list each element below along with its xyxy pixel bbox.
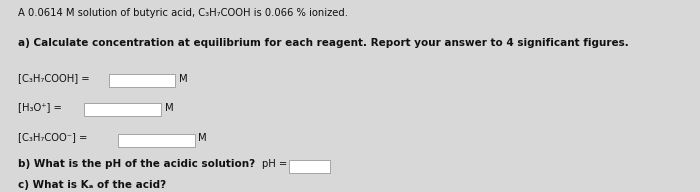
Text: M: M xyxy=(164,103,173,113)
FancyBboxPatch shape xyxy=(108,74,175,87)
Text: [H₃O⁺] =: [H₃O⁺] = xyxy=(18,102,62,112)
Text: b) What is the pH of the acidic solution?: b) What is the pH of the acidic solution… xyxy=(18,159,255,169)
Text: M: M xyxy=(198,133,206,143)
Text: [C₃H₇COOH] =: [C₃H₇COOH] = xyxy=(18,73,90,83)
Text: [C₃H₇COO⁻] =: [C₃H₇COO⁻] = xyxy=(18,132,88,142)
Text: A 0.0614 M solution of butyric acid, C₃H₇COOH is 0.066 % ionized.: A 0.0614 M solution of butyric acid, C₃H… xyxy=(18,8,348,18)
Text: M: M xyxy=(178,74,187,84)
FancyBboxPatch shape xyxy=(118,134,195,147)
Text: c) What is Kₐ of the acid?: c) What is Kₐ of the acid? xyxy=(18,180,167,190)
Text: pH =: pH = xyxy=(262,159,288,169)
FancyBboxPatch shape xyxy=(84,103,161,116)
FancyBboxPatch shape xyxy=(289,160,330,173)
Text: a) Calculate concentration at equilibrium for each reagent. Report your answer t: a) Calculate concentration at equilibriu… xyxy=(18,38,629,48)
